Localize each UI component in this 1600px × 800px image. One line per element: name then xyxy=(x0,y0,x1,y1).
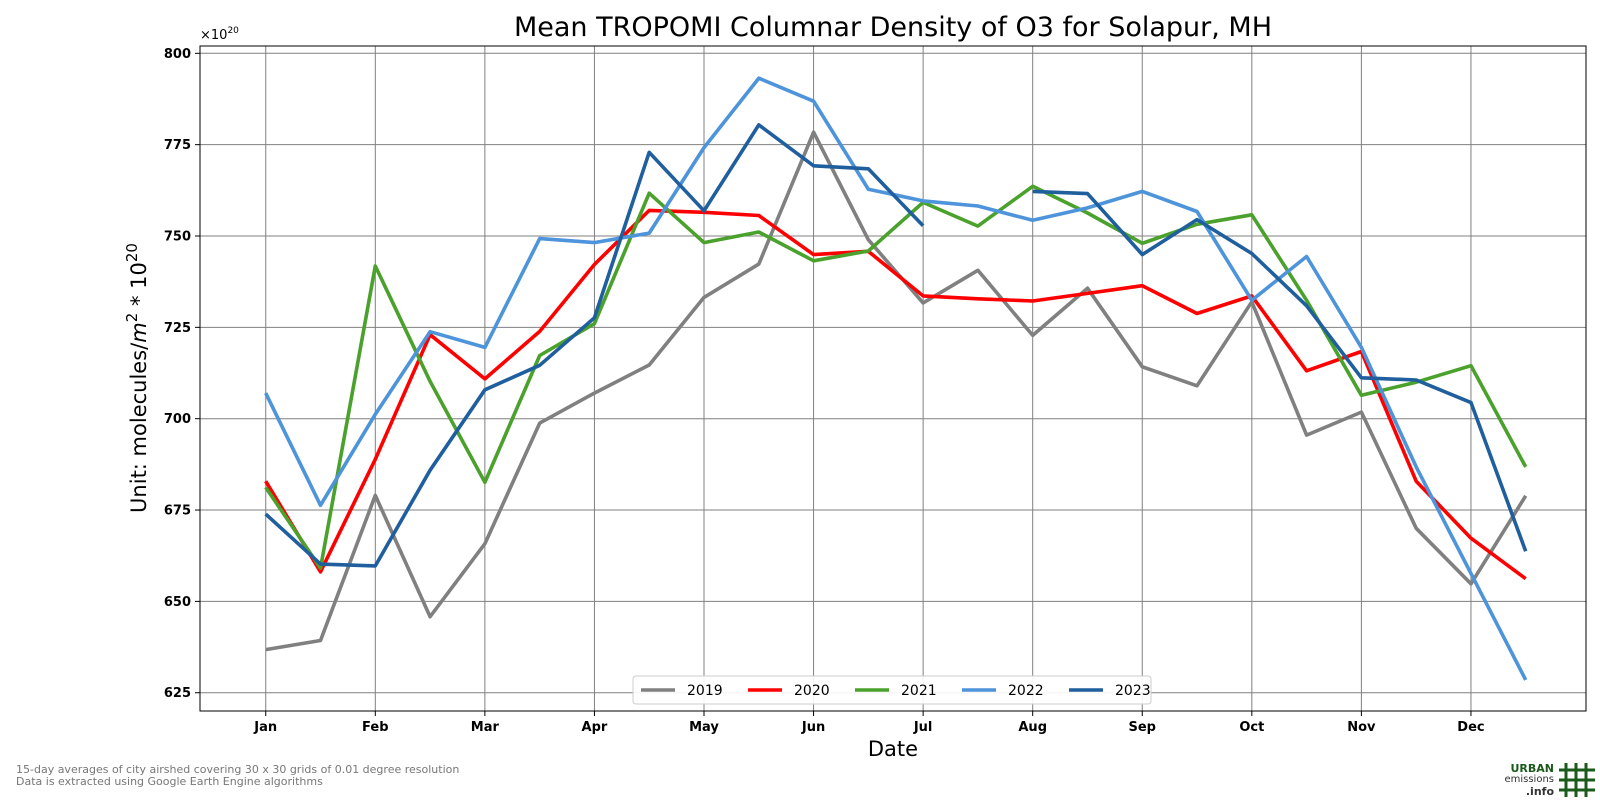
x-tick-label: Mar xyxy=(471,720,500,735)
logo-line-2: emissions xyxy=(1504,774,1554,785)
series-line-2023 xyxy=(264,123,925,568)
x-tick-label: Jan xyxy=(253,720,277,735)
x-tick-label: Jul xyxy=(913,720,933,735)
grid-logo-icon xyxy=(1559,763,1595,797)
y-tick-label: 675 xyxy=(164,504,191,519)
logo-line-3: .info xyxy=(1525,785,1554,798)
legend-label-2022: 2022 xyxy=(1008,683,1044,699)
y-tick-label: 725 xyxy=(164,321,191,336)
y-tick-label: 700 xyxy=(164,412,191,427)
y-tick-label: 775 xyxy=(164,138,191,153)
legend: 2019 2020 2021 2022 2023 xyxy=(632,675,1152,705)
x-tick-label: Jun xyxy=(801,720,825,735)
urban-emissions-logo: URBAN emissions .info xyxy=(1498,762,1596,798)
y-tick-label: 800 xyxy=(164,47,191,62)
footnote-line-2: Data is extracted using Google Earth Eng… xyxy=(16,775,323,788)
series-line-2019 xyxy=(265,130,1528,652)
logo-line-1: URBAN xyxy=(1510,762,1554,775)
x-tick-label: Aug xyxy=(1018,720,1047,735)
x-tick-label: Dec xyxy=(1457,720,1484,735)
x-tick-label: Feb xyxy=(362,720,388,735)
series-line-2020 xyxy=(264,208,1527,581)
legend-box xyxy=(632,675,1152,705)
axis-offset-label: ×1020 xyxy=(200,26,239,43)
y-tick-label: 625 xyxy=(164,686,191,701)
legend-label-2020: 2020 xyxy=(794,683,830,699)
chart-title: Mean TROPOMI Columnar Density of O3 for … xyxy=(514,12,1272,43)
x-tick-label: May xyxy=(689,720,719,735)
legend-label-2023: 2023 xyxy=(1115,683,1151,699)
y-axis-label: Unit: molecules/m2 * 1020 xyxy=(123,243,151,513)
legend-label-2019: 2019 xyxy=(687,683,723,699)
x-tick-label: Apr xyxy=(582,720,608,735)
x-axis-label: Date xyxy=(868,737,918,761)
y-tick-label: 650 xyxy=(164,595,191,610)
footnote-line-1: 15-day averages of city airshed covering… xyxy=(16,763,460,776)
plot-frame xyxy=(199,45,1587,712)
series-line-2021 xyxy=(264,184,1528,570)
legend-label-2021: 2021 xyxy=(901,683,937,699)
y-tick-label: 750 xyxy=(164,230,191,245)
x-tick-label: Sep xyxy=(1129,720,1157,735)
x-tick-label: Oct xyxy=(1239,720,1264,735)
x-tick-label: Nov xyxy=(1347,720,1376,735)
series-line-2023 xyxy=(1032,189,1528,552)
series-line-2022 xyxy=(264,76,1528,681)
